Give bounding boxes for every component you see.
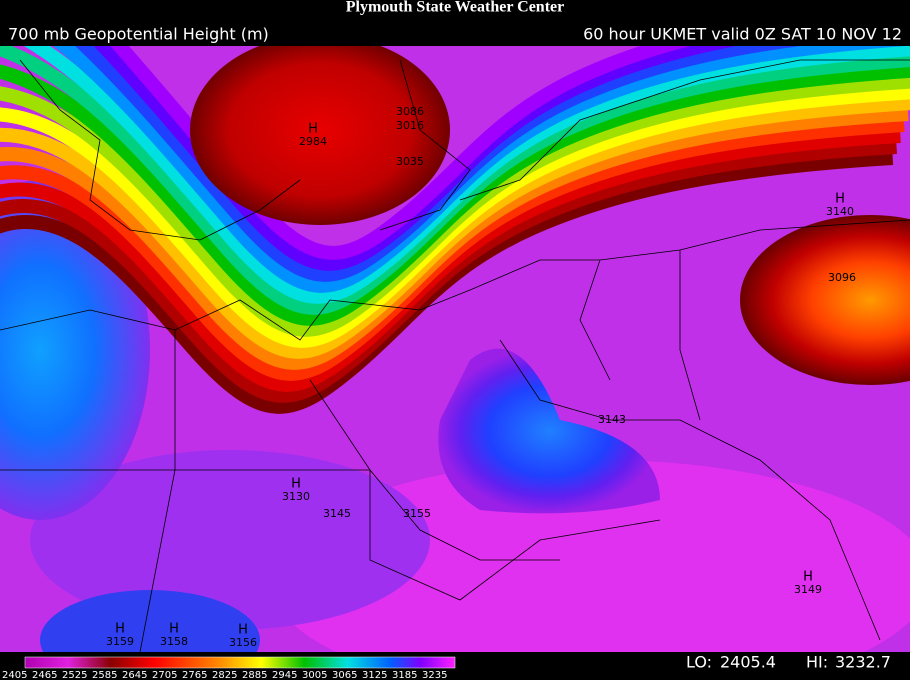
colorbar-tick-label: 2945 xyxy=(272,670,297,680)
height-label: 3156 xyxy=(229,636,257,649)
high-value: 3232.7 xyxy=(835,653,891,672)
colorbar xyxy=(24,656,456,669)
model-valid-time: 60 hour UKMET valid 0Z SAT 10 NOV 12 xyxy=(583,25,902,44)
field-name: 700 mb Geopotential Height (m) xyxy=(8,25,269,44)
colorbar-tick-label: 3005 xyxy=(302,670,327,680)
shade xyxy=(40,590,260,652)
shade xyxy=(740,215,910,385)
colorbar-tick-label: 2465 xyxy=(32,670,57,680)
jet-band xyxy=(0,46,910,414)
borders xyxy=(0,59,910,652)
colorbar-tick-label: 2765 xyxy=(182,670,207,680)
shade xyxy=(30,450,430,630)
title: Plymouth State Weather Center xyxy=(346,0,564,16)
high-symbol: H xyxy=(115,622,125,637)
height-label: 3158 xyxy=(160,635,188,648)
height-label: 2984 xyxy=(299,135,327,148)
high-symbol: H xyxy=(169,622,179,637)
colorbar-ticks: 2405 2465 2525 2585 2645 2705 2765 2825 2885 2945… xyxy=(2,670,447,680)
colorbar-tick-label: 2525 xyxy=(62,670,87,680)
high-symbol: H xyxy=(308,122,318,137)
colorbar-tick-label: 2825 xyxy=(212,670,237,680)
height-label: 3149 xyxy=(794,583,822,596)
colorbar-tick-label: 3185 xyxy=(392,670,417,680)
shade xyxy=(190,46,450,225)
colorbar-tick-label: 2885 xyxy=(242,670,267,680)
height-label: 3155 xyxy=(403,507,431,520)
height-label: 3145 xyxy=(323,507,351,520)
shade xyxy=(438,348,660,514)
high-symbol: H xyxy=(291,477,301,492)
contour-band xyxy=(110,46,691,260)
high-label: HI: xyxy=(806,653,828,672)
high-symbol: H xyxy=(835,192,845,207)
colorbar-tick-label: 3235 xyxy=(422,670,447,680)
high-symbol: H xyxy=(238,623,248,638)
colorbar-tick-label: 3065 xyxy=(332,670,357,680)
colorbar-tick-label: 2585 xyxy=(92,670,117,680)
height-label: 3096 xyxy=(828,271,856,284)
height-label: 3140 xyxy=(826,205,854,218)
colorbar-tick-label: 2705 xyxy=(152,670,177,680)
colorbar-tick-label: 2405 xyxy=(2,670,27,680)
colorbar-tick-label: 2645 xyxy=(122,670,147,680)
height-label: 3035 xyxy=(396,155,424,168)
height-label: 3143 xyxy=(598,413,626,426)
height-label: 3159 xyxy=(106,635,134,648)
low-value: 2405.4 xyxy=(720,653,776,672)
height-label: 3086 xyxy=(396,105,424,118)
height-label: 3016 xyxy=(396,119,424,132)
height-label: 3130 xyxy=(282,490,310,503)
colorbar-tick-label: 3125 xyxy=(362,670,387,680)
high-symbol: H xyxy=(803,570,813,585)
low-label: LO: xyxy=(686,653,712,672)
shade xyxy=(270,460,910,652)
